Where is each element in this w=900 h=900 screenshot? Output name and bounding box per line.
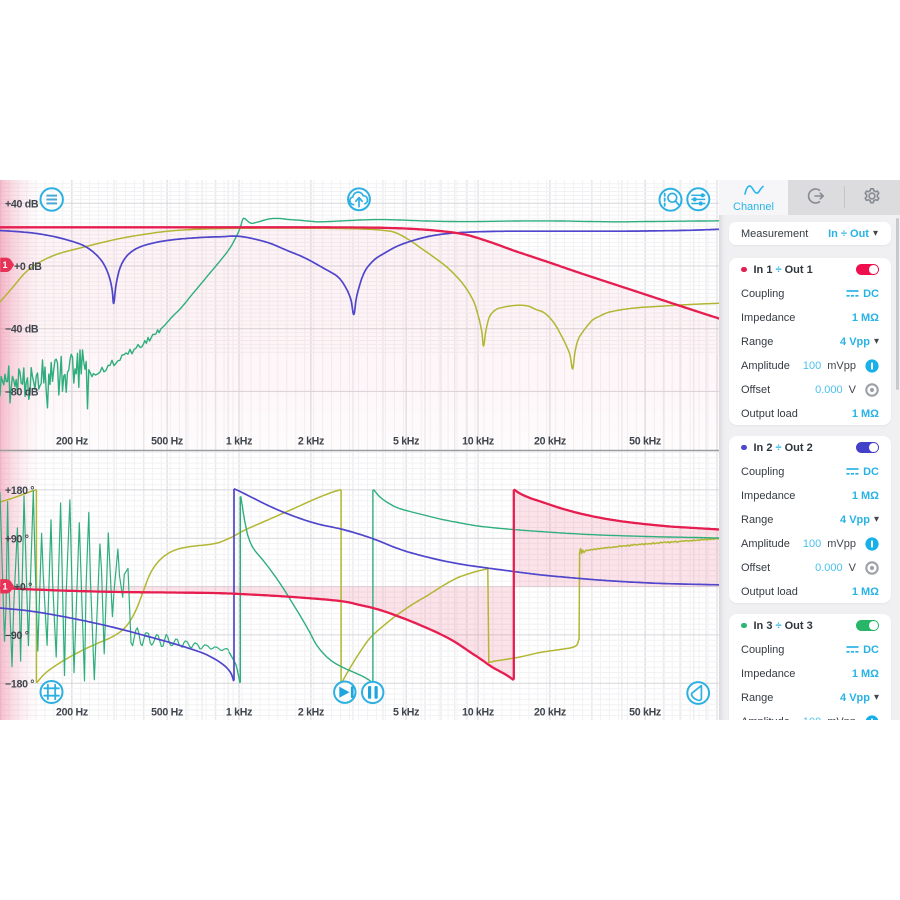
svg-text:−80 dB: −80 dB [5, 386, 39, 398]
svg-text:10 kHz: 10 kHz [462, 436, 494, 448]
svg-text:50 kHz: 50 kHz [629, 707, 661, 719]
svg-text:1: 1 [2, 260, 7, 270]
svg-text:5 kHz: 5 kHz [393, 707, 419, 719]
svg-text:20 kHz: 20 kHz [534, 707, 566, 719]
svg-text:−40 dB: −40 dB [5, 324, 39, 336]
svg-text:1 kHz: 1 kHz [226, 707, 252, 719]
svg-text:200 Hz: 200 Hz [56, 707, 88, 719]
svg-text:2 kHz: 2 kHz [298, 436, 324, 448]
svg-text:+90 °: +90 ° [5, 533, 29, 545]
svg-text:+180 °: +180 ° [5, 485, 34, 497]
svg-text:2 kHz: 2 kHz [298, 707, 324, 719]
svg-text:20 kHz: 20 kHz [534, 436, 566, 448]
svg-text:1 kHz: 1 kHz [226, 436, 252, 448]
svg-text:−180 °: −180 ° [5, 678, 34, 690]
svg-text:+40 dB: +40 dB [5, 198, 39, 210]
svg-text:5 kHz: 5 kHz [393, 436, 419, 448]
svg-text:+0 dB: +0 dB [14, 261, 42, 273]
svg-text:200 Hz: 200 Hz [56, 436, 88, 448]
svg-text:500 Hz: 500 Hz [151, 707, 183, 719]
svg-text:−90 °: −90 ° [5, 630, 29, 642]
svg-text:500 Hz: 500 Hz [151, 436, 183, 448]
svg-text:+0 °: +0 ° [14, 582, 32, 594]
svg-text:10 kHz: 10 kHz [462, 707, 494, 719]
svg-text:50 kHz: 50 kHz [629, 436, 661, 448]
svg-text:1: 1 [2, 582, 7, 592]
